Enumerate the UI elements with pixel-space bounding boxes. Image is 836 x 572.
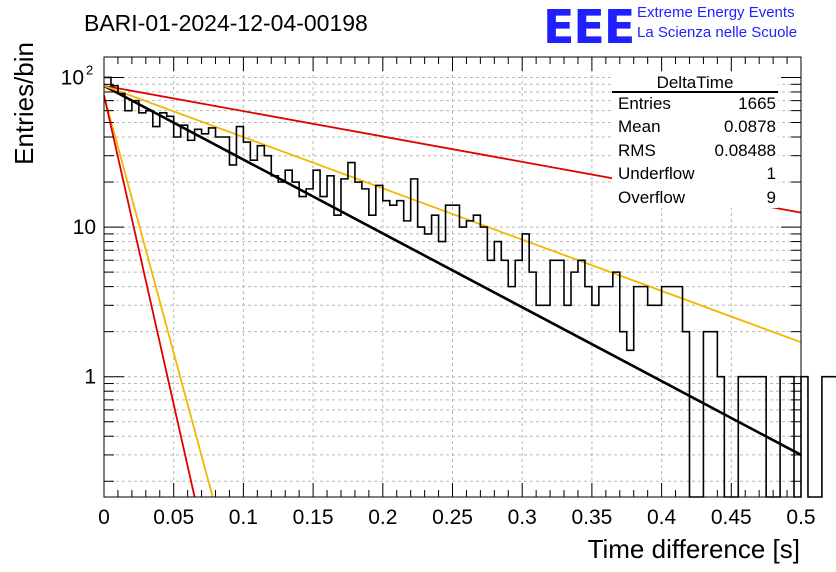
curve-red-fast [103, 95, 196, 498]
stats-value: 0.0878 [724, 117, 776, 137]
x-tick-labels: 0 0.05 0.1 0.15 0.2 0.25 0.3 0.35 0.4 0.45 0.5 [98, 506, 815, 529]
x-tick-label: 0.5 [786, 506, 815, 529]
fit-curves [103, 84, 802, 498]
x-tick-label: 0.45 [711, 506, 752, 529]
y-tick-label: 1 [84, 366, 96, 389]
stats-label: RMS [618, 140, 656, 160]
histogram [104, 76, 836, 498]
plot-frame [103, 56, 802, 498]
stats-value: 1 [766, 164, 776, 184]
y-tick-label: 10 [73, 216, 96, 239]
stats-title: DeltaTime [656, 73, 734, 92]
stats-row: Overflow 9 [612, 186, 778, 209]
stats-value: 0.08488 [714, 140, 776, 160]
x-tick-label: 0.25 [432, 506, 473, 529]
stats-rows: Entries 1665 Mean 0.0878 RMS 0.08488 Underflow… [612, 92, 778, 209]
x-tick-label: 0.2 [368, 506, 397, 529]
y-tick-label-exponent: 2 [86, 62, 93, 77]
stats-label: Overflow [618, 187, 686, 207]
eee-logo: EEE [543, 0, 635, 54]
logo-line-1: Extreme Energy Events [637, 4, 795, 21]
stats-label: Mean [618, 117, 661, 137]
x-tick-label: 0.35 [571, 506, 612, 529]
curve-yellow-fast [103, 95, 214, 498]
plot-title: BARI-01-2024-12-04-00198 [84, 10, 368, 36]
stats-value: 1665 [738, 94, 776, 113]
stats-row: Entries 1665 [612, 92, 778, 115]
histogram-outline [104, 76, 836, 498]
x-tick-label: 0.05 [153, 506, 194, 529]
x-tick-label: 0.1 [229, 506, 258, 529]
stats-box: DeltaTime Entries 1665 Mean 0.0878 RMS 0.0848… [612, 72, 778, 208]
stats-row: Underflow 1 [612, 162, 778, 185]
curve-yellow-slow [103, 84, 802, 344]
stats-label: Entries [618, 94, 671, 113]
stats-row: Mean 0.0878 [612, 115, 778, 138]
x-tick-label: 0.4 [647, 506, 677, 529]
x-tick-label: 0 [98, 506, 110, 529]
x-tick-label: 0.15 [293, 506, 334, 529]
x-axis-title: Time difference [s] [588, 534, 800, 564]
curve-exponential-fit [103, 84, 802, 457]
y-tick-label: 10 [61, 66, 84, 89]
x-tick-label: 0.3 [508, 506, 537, 529]
stats-divider [612, 91, 778, 93]
stats-row: RMS 0.08488 [612, 139, 778, 162]
y-axis-title: Entries/bin [9, 42, 39, 165]
logo-line-2: La Scienza nelle Scuole [637, 24, 798, 41]
stats-label: Underflow [618, 164, 695, 184]
stats-value: 9 [766, 187, 776, 207]
